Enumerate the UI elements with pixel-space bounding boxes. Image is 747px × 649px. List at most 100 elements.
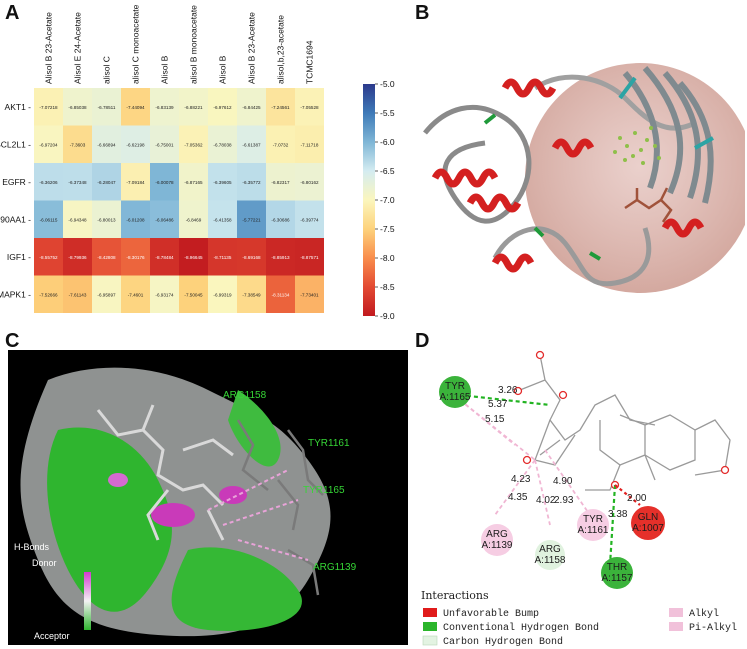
oxygen-atoms [513,350,730,490]
heatmap-value-label: -6.37348 [68,180,87,185]
surface-green-region [47,427,172,612]
heatmap-value-label: -6.00078 [155,180,174,185]
heatmap-row-label: HSP90AA1 - [0,214,31,224]
heatmap-value-label: -6.06486 [155,217,174,222]
colorbar-tick-label: -8.5 [380,282,395,292]
heatmap-cell [179,163,208,201]
heatmap-value-label: -6.39774 [300,217,319,222]
colorbar-tick-label: -8.0 [380,253,395,263]
heatmap-row-label: BCL2L1 - [0,139,31,149]
heatmap-column-label: Alisol B 23-Acetate [247,12,257,84]
heatmap-cell [266,200,295,238]
ribbon-coil [492,226,652,287]
legend-swatch-carbon-hbond [422,635,438,646]
heatmap-column-label: alisol,b,23-acetate [276,15,286,84]
residue-name-arg1158: ARG [539,544,561,555]
heatmap-cell [179,238,208,276]
panel-label-c: C [5,330,20,352]
heatmap-value-label: -8.71135 [214,255,232,260]
heatmap-value-label: -6.30686 [271,217,290,222]
heatmap-cell [34,88,63,126]
hbond-legend-title: H-Bonds [14,542,50,552]
heatmap-value-label: -7.61143 [69,292,87,297]
residue-label-arg1139: ARG1139 [313,562,357,573]
heatmap-value-label: -7.44094 [126,105,145,110]
heatmap-value-label: -7.05528 [300,105,319,110]
residue-node-tyr1165 [439,376,471,408]
heatmap-cell [179,275,208,313]
protein-structure-image [423,63,745,293]
heatmap-value-label: -6.78038 [213,142,232,147]
heatmap-value-label: -7.24561 [271,105,290,110]
heatmap-value-label: -6.62198 [126,142,145,147]
heatmap-value-label: -6.85038 [68,105,87,110]
colorbar-ticks: -5.0 -5.5 -6.0 -6.5 -7.0 -7.5 -8.0 -8.5 -9.0 [375,79,395,321]
heatmap-cell [266,125,295,163]
heatmap-row-label: IGF1 - [7,252,31,262]
heatmap-row-label: EGFR - [2,177,31,187]
heatmap-cell [179,125,208,163]
colorbar-tick-label: -9.0 [380,311,395,321]
heatmap-column-label: alisol C monoacetate [131,4,141,84]
heatmap-column-labels: Alisol B 23-Acetate Alisol E 24-Acetate al… [44,4,315,84]
heatmap-value-label: -8.85913 [271,255,290,260]
hbond-lines [207,469,309,561]
heatmap-cell [295,200,324,238]
heatmap-cell [63,200,92,238]
heatmap-cell [92,275,121,313]
heatmap-value-label: -6.80162 [300,180,319,185]
panel-label-d: D [415,330,430,352]
heatmap-value-label: -6.88221 [184,105,203,110]
heatmap-value-label: -8.30176 [126,255,145,260]
residue-node-arg1158 [535,540,565,570]
heatmap-cell [295,125,324,163]
heatmap-value-label: -7.73401 [300,292,319,297]
heatmap-cell [237,88,266,126]
ribbon-sheet [622,66,714,204]
residue-id-tyr1161: A:1161 [578,525,609,536]
residue-id-gln1007: A:1007 [632,523,664,534]
hbond-green-lines [459,393,617,566]
heatmap-cell [150,88,179,126]
heatmap-column-label: alisol C [102,56,112,84]
panel-label-b: B [415,2,430,24]
heatmap-value-label: -8.69168 [242,255,261,260]
heatmap-cell [150,163,179,201]
legend-label-unfavorable-bump: Unfavorable Bump [443,608,539,620]
heatmap-cell [34,125,63,163]
residue-name-arg1139: ARG [486,529,508,540]
heatmap-cell [63,88,92,126]
heatmap-value-label: -6.01208 [126,217,145,222]
alkyl-pink-lines [459,399,591,526]
heatmap-row-label: MAPK1 - [0,289,31,299]
heatmap-cell [121,88,150,126]
heatmap-cell [237,163,266,201]
heatmap-cell [150,200,179,238]
ribbon-coil [533,74,697,131]
heatmap-cell [150,275,179,313]
heatmap-cell [295,163,324,201]
distance-label: 3.38 [608,509,628,520]
heatmap-column-label: Alisol B [160,55,170,84]
ligand-stick [624,187,673,223]
surface-green-region [228,390,281,467]
heatmap-value-label: -8.42808 [97,255,116,260]
heatmap-value-label: -7.50045 [184,292,203,297]
colorbar-tick-label: -7.5 [380,224,395,234]
residue-id-arg1158: A:1158 [535,555,566,566]
heatmap-value-label: -7.05362 [184,142,203,147]
heatmap-cell [266,275,295,313]
hbond-legend-acceptor: Acceptor [34,631,70,641]
distance-label: 4.35 [508,492,528,503]
heatmap-column-label: Alisol B 23-Acetate [44,12,54,84]
hbond-legend-bar [84,572,91,630]
heatmap-cell [208,200,237,238]
heatmap-value-label: -8.78484 [155,255,174,260]
heatmap-value-label: -8.96645 [184,255,203,260]
residue-id-arg1139: A:1139 [482,540,513,551]
heatmap-cell [92,163,121,201]
distance-label: 2.00 [627,493,647,504]
legend-label-pi-alkyl: Pi-Alkyl [689,622,737,634]
ribbon-accent-green [483,113,602,261]
residue-name-tyr1165: TYR [445,381,465,392]
